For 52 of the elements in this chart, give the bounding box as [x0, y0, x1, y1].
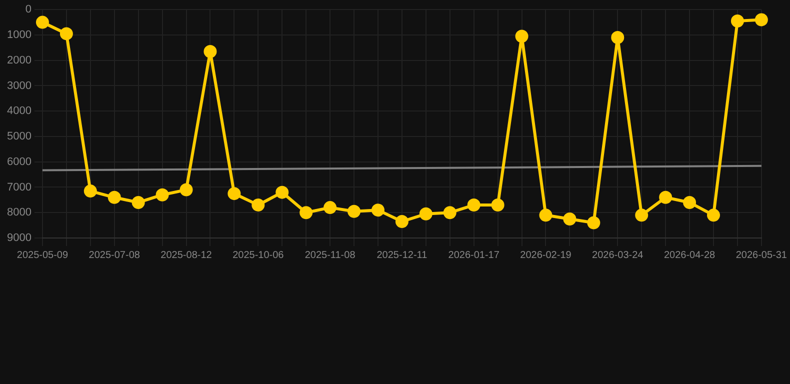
point: [754, 13, 768, 26]
point: [36, 16, 49, 29]
point: [419, 207, 432, 220]
point: [84, 184, 97, 198]
point: [108, 190, 121, 204]
point: [252, 198, 265, 212]
y-tick-label: 5000: [6, 130, 32, 143]
point: [180, 183, 193, 196]
y-tick-label: 0: [25, 4, 32, 16]
point: [348, 204, 361, 218]
point: [659, 190, 672, 204]
y-tick-label: 9000: [6, 232, 32, 244]
point: [491, 198, 504, 212]
point: [730, 14, 744, 28]
x-tick-label: 2025-08-12: [160, 250, 212, 261]
point: [467, 198, 480, 212]
x-tick-label: 2025-12-11: [376, 250, 428, 261]
x-tick-label: 2025-11-08: [304, 250, 356, 261]
point: [683, 196, 696, 209]
point: [706, 208, 720, 222]
point: [300, 206, 313, 220]
y-tick-label: 4000: [6, 105, 32, 118]
point: [611, 31, 624, 44]
y-tick-label: 6000: [6, 156, 32, 168]
point: [587, 216, 600, 230]
point: [324, 201, 337, 214]
point: [132, 196, 145, 209]
y-tick-label: 8000: [6, 206, 32, 219]
point: [635, 208, 648, 222]
x-tick-label: 2025-10-06: [232, 250, 284, 261]
x-tick-label: 2026-02-19: [520, 250, 572, 261]
x-tick-label: 2026-05-31: [736, 250, 788, 261]
point: [395, 215, 408, 228]
point: [563, 212, 576, 226]
point: [156, 188, 169, 202]
y-tick-label: 7000: [6, 181, 32, 194]
point: [539, 208, 552, 222]
x-tick-label: 2026-03-24: [592, 250, 644, 261]
x-tick-label: 2026-04-28: [664, 250, 716, 261]
point: [228, 187, 241, 200]
y-tick-label: 3000: [6, 80, 32, 92]
y-tick-label: 2000: [6, 54, 32, 66]
x-tick-label: 2026-01-17: [448, 250, 500, 261]
point: [515, 30, 528, 43]
x-tick-label: 2025-05-09: [16, 250, 68, 261]
point: [276, 186, 289, 199]
point: [60, 27, 73, 40]
y-tick-label: 1000: [6, 29, 32, 42]
x-tick-label: 2025-07-08: [88, 250, 140, 261]
point: [204, 44, 217, 58]
point: [371, 204, 384, 217]
point: [443, 206, 456, 220]
